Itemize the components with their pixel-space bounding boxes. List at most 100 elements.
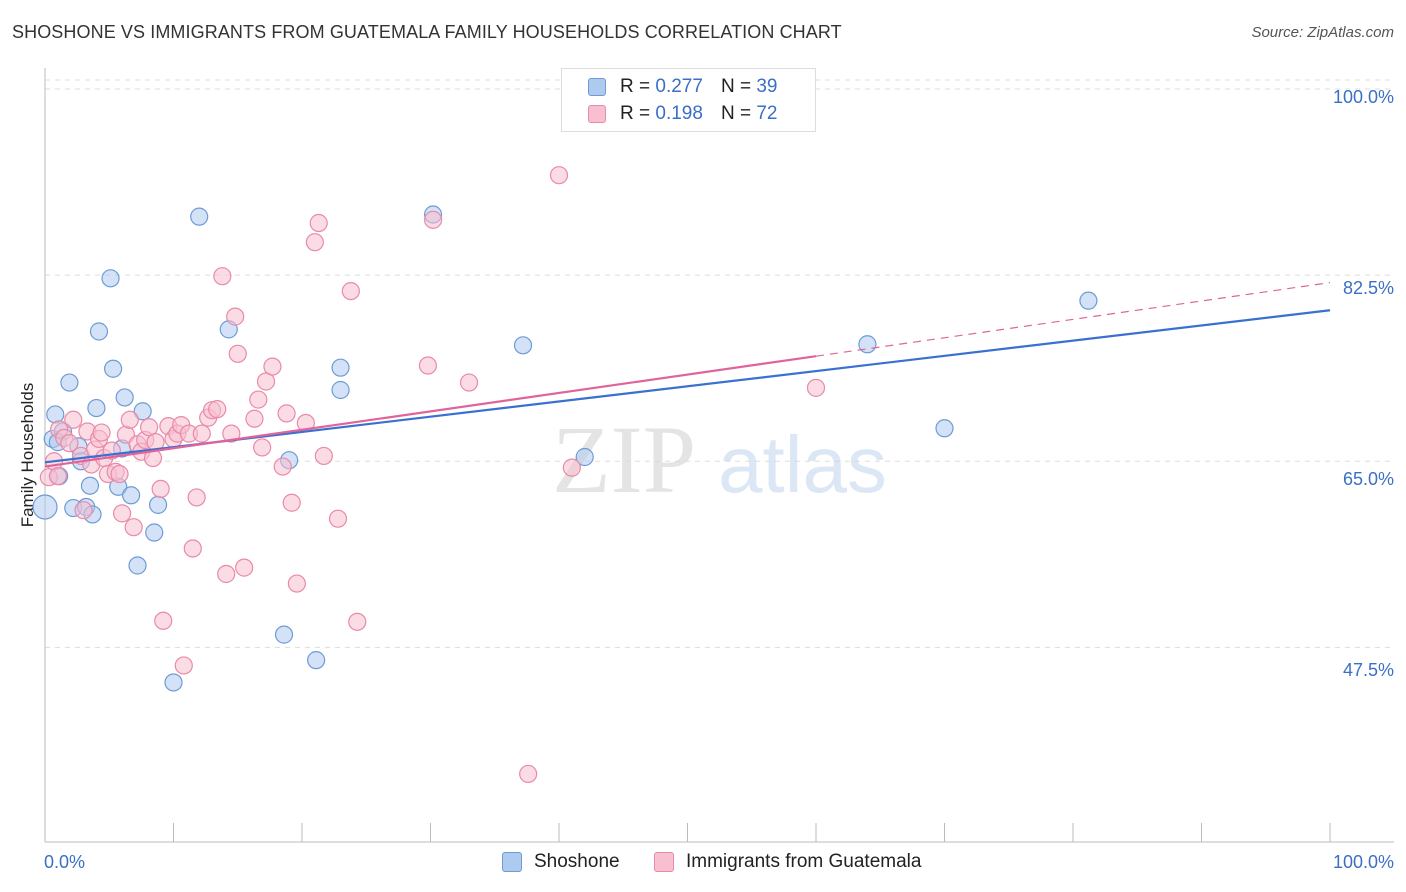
series-legend: Shoshone Immigrants from Guatemala [0, 851, 1406, 877]
guatemala-point [92, 423, 111, 442]
guatemala-point [183, 539, 202, 558]
legend-n-value: 72 [756, 103, 778, 124]
guatemala-point [120, 410, 139, 429]
chart-source: Source: ZipAtlas.com [1251, 24, 1394, 41]
guatemala-point [348, 612, 367, 631]
shoshone-point [60, 373, 79, 392]
guatemala-point [328, 509, 348, 528]
shoshone-point [1079, 291, 1098, 310]
guatemala-point [459, 373, 479, 392]
shoshone-point [513, 336, 533, 355]
guatemala-point [235, 558, 254, 577]
guatemala-point [154, 611, 173, 630]
guatemala-point [562, 458, 581, 477]
guatemala-point [110, 464, 129, 484]
chart-title: SHOSHONE VS IMMIGRANTS FROM GUATEMALA FA… [12, 22, 842, 42]
legend-item-shoshone[interactable]: Shoshone [502, 851, 620, 873]
guatemala-point [222, 424, 241, 443]
guatemala-trend-line-extension [815, 281, 1331, 357]
shoshone-point [121, 486, 141, 505]
shoshone-point [274, 625, 294, 644]
guatemala-point [423, 210, 443, 229]
guatemala-point [112, 504, 132, 523]
shoshone-point [190, 207, 209, 226]
guatemala-point [519, 764, 538, 784]
guatemala-point [282, 493, 301, 512]
guatemala-point [174, 656, 193, 675]
legend-swatch-pink [588, 105, 606, 123]
y-tick-label-47-5: 47.5% [1342, 660, 1394, 680]
x-tick-label-min: 0.0% [44, 852, 86, 872]
guatemala-point [249, 390, 268, 409]
guatemala-point [273, 457, 292, 476]
guatemala-point [305, 233, 324, 252]
y-tick-label-100: 100.0% [1332, 87, 1394, 107]
legend-n-label: N = [720, 76, 752, 97]
shoshone-point [87, 398, 106, 418]
guatemala-point [309, 213, 328, 233]
guatemala-point [287, 574, 306, 593]
guatemala-point [48, 467, 67, 486]
shoshone-point [101, 269, 120, 288]
legend-r-label: R = [620, 103, 651, 124]
shoshone-point [164, 673, 183, 692]
points-layer [32, 166, 1098, 784]
guatemala-point [263, 357, 282, 376]
shoshone-point [104, 359, 123, 378]
legend-r-value: 0.277 [655, 76, 703, 97]
guatemala-point [217, 564, 236, 584]
guatemala-point [549, 166, 569, 185]
x-tick-label-max: 100.0% [1332, 852, 1394, 872]
axes-layer [44, 68, 1394, 843]
y-tick-label-65: 65.0% [1342, 469, 1394, 489]
guatemala-point [253, 438, 272, 457]
guatemala-trend-line [44, 355, 817, 468]
legend-r-value: 0.198 [655, 103, 703, 124]
guatemala-point [245, 409, 264, 428]
guatemala-point [74, 501, 93, 520]
shoshone-point [128, 556, 147, 575]
legend-row-shoshone: R = 0.277 N = 39 [588, 75, 777, 99]
shoshone-point [89, 322, 109, 341]
shoshone-point [133, 402, 152, 421]
guatemala-point [277, 404, 296, 423]
y-tick-label-82-5: 82.5% [1342, 278, 1394, 298]
guatemala-point [806, 378, 826, 397]
legend-item-guatemala[interactable]: Immigrants from Guatemala [654, 851, 921, 873]
trend-layer [44, 281, 1331, 468]
shoshone-point [307, 651, 326, 670]
guatemala-point [341, 281, 360, 301]
legend-swatch-blue [588, 78, 606, 96]
shoshone-point [32, 494, 58, 520]
guatemala-point [192, 424, 211, 443]
legend-swatch-blue [502, 852, 522, 872]
guatemala-point [228, 344, 247, 363]
guatemala-point [418, 356, 438, 375]
correlation-legend: R = 0.277 N = 39 R = 0.198 N = 72 [561, 68, 816, 132]
shoshone-point [145, 523, 164, 542]
legend-label-guatemala: Immigrants from Guatemala [686, 851, 922, 872]
guatemala-point [124, 518, 143, 537]
watermark-atlas: atlas [718, 420, 887, 509]
shoshone-point [331, 380, 350, 400]
guatemala-point [314, 446, 333, 466]
guatemala-point [226, 307, 245, 326]
guatemala-point [151, 479, 170, 499]
legend-label-shoshone: Shoshone [534, 851, 620, 872]
guatemala-point [213, 267, 232, 286]
guatemala-point [208, 400, 227, 419]
shoshone-point [80, 476, 100, 495]
shoshone-point [148, 495, 168, 514]
guatemala-point [187, 488, 206, 507]
legend-n-value: 39 [756, 76, 778, 97]
guatemala-point [64, 410, 83, 429]
shoshone-point [115, 388, 134, 407]
shoshone-point [331, 358, 350, 377]
guatemala-point [60, 434, 79, 453]
legend-swatch-pink [654, 852, 674, 872]
legend-row-guatemala: R = 0.198 N = 72 [588, 102, 777, 126]
legend-r-label: R = [620, 76, 651, 97]
shoshone-point [575, 447, 594, 467]
shoshone-point [46, 405, 65, 424]
